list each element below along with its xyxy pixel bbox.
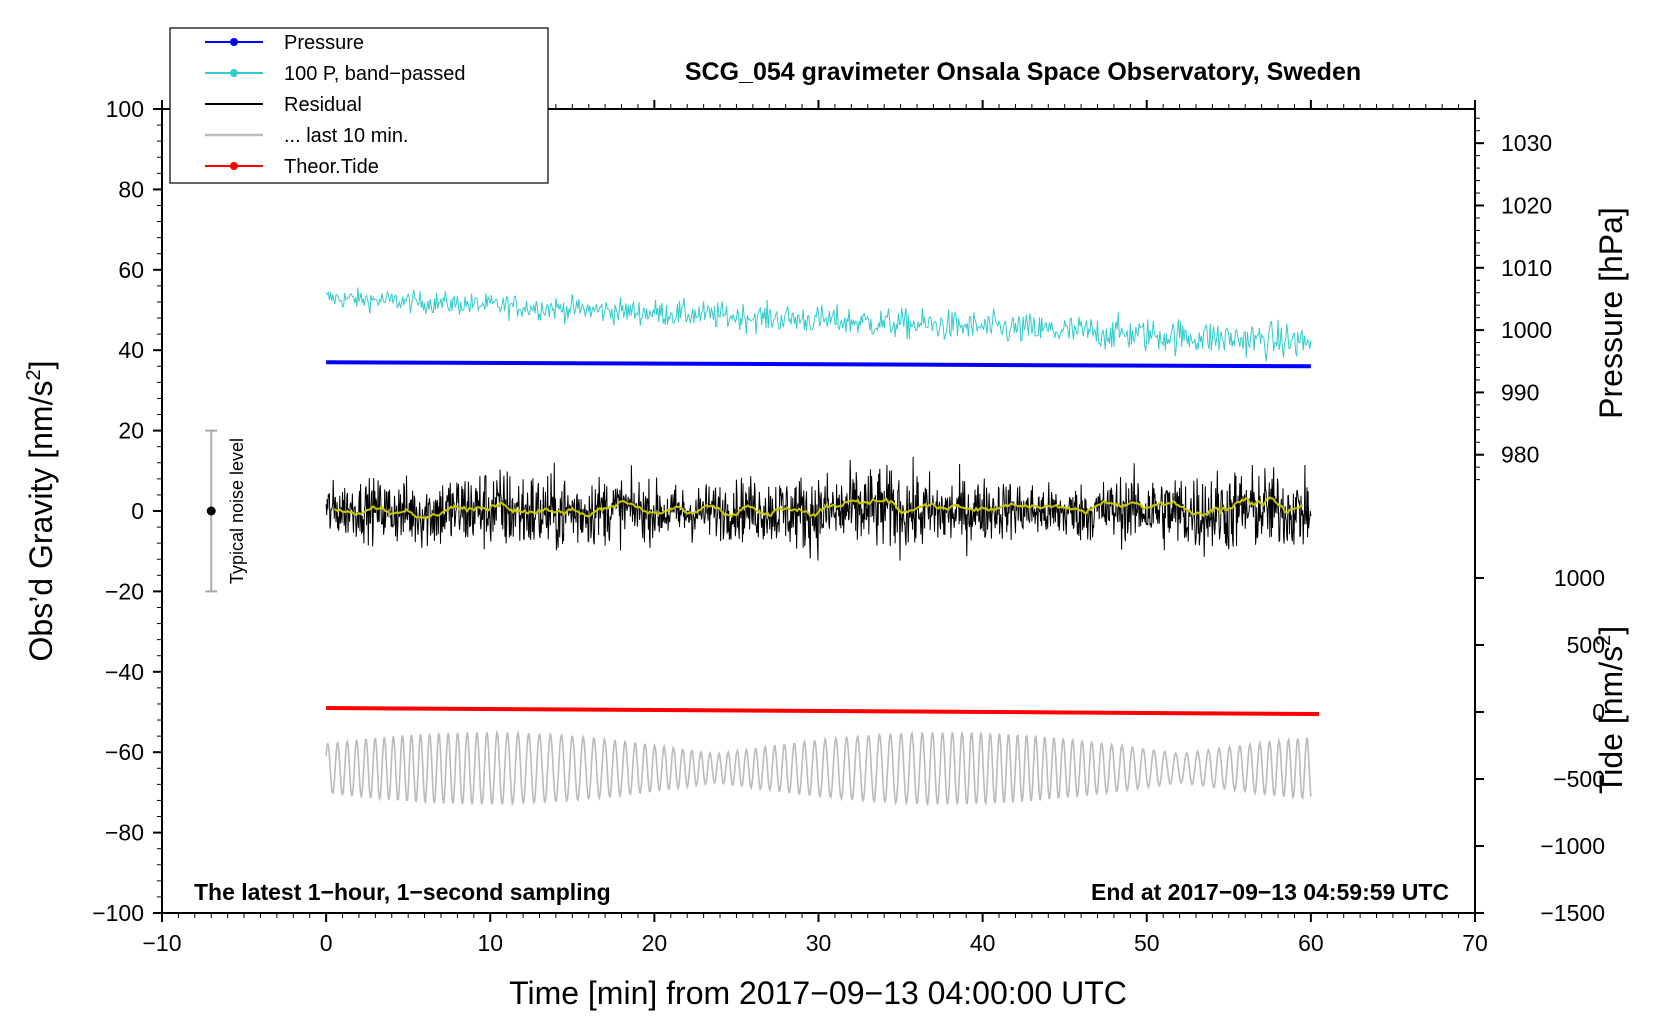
series-pressure: [326, 360, 1311, 369]
legend-label: ... last 10 min.: [284, 125, 409, 147]
x-axis-title: Time [min] from 2017−09−13 04:00:00 UTC: [509, 975, 1127, 1011]
y-axis-title-pressure: Pressure [hPa]: [1593, 207, 1629, 419]
x-tick-label: 70: [1462, 930, 1488, 956]
series-last-10-min: [325, 729, 1312, 807]
y-axis-title-left-close: ]: [23, 361, 59, 370]
tick-label-layer: −10 0 10 20 30 40 50 60 70−100−80−60−40−20020406…: [92, 96, 1605, 956]
chart-title: SCG_054 gravimeter Onsala Space Observat…: [685, 58, 1361, 86]
legend-marker: [230, 162, 238, 170]
note-left: The latest 1−hour, 1−second sampling: [194, 879, 611, 905]
y-tick-label: 40: [118, 337, 144, 363]
tide-tick-label: 500: [1567, 632, 1605, 658]
y-tick-label: 0: [131, 498, 144, 524]
legend-label: Residual: [284, 94, 362, 116]
y-tick-label: −60: [105, 739, 144, 765]
y-axis-title-tide-main: Tide [nm/s: [1593, 646, 1629, 794]
x-tick-label: −10: [142, 930, 181, 956]
y-axis-title-left-sup: 2: [23, 369, 45, 380]
x-tick-label: 50: [1134, 930, 1160, 956]
noise-level-indicator: Typical noise level: [205, 429, 247, 593]
tide-tick-label: −500: [1553, 766, 1605, 792]
tide-tick-label: −1000: [1540, 833, 1605, 859]
x-tick-label: 60: [1298, 930, 1324, 956]
series-bandpassed-pressure: [325, 287, 1312, 362]
legend-marker: [230, 38, 238, 46]
x-tick-label: 40: [970, 930, 996, 956]
y-axis-title-tide-close: ]: [1593, 626, 1629, 635]
x-tick-label: 20: [642, 930, 668, 956]
y-axis-title-tide-sup: 2: [1593, 635, 1615, 646]
tide-tick-label: 0: [1592, 699, 1605, 725]
tide-tick-label: −1500: [1540, 900, 1605, 926]
tide-tick-label: 1000: [1554, 565, 1605, 591]
series-running-mean: [333, 496, 1304, 520]
pressure-tick-label: 1000: [1501, 317, 1552, 343]
y-tick-label: 100: [106, 96, 144, 122]
y-tick-label: −40: [105, 659, 144, 685]
pressure-tick-label: 1020: [1501, 192, 1552, 218]
pressure-tick-label: 1010: [1501, 255, 1552, 281]
legend-label: Pressure: [284, 32, 364, 54]
legend-label: 100 P, band−passed: [284, 63, 465, 85]
legend-box: [169, 27, 549, 184]
y-axis-title-tide: Tide [nm/s2]: [1593, 626, 1629, 794]
series-layer: [325, 287, 1320, 807]
y-tick-label: 80: [118, 176, 144, 202]
y-axis-title-left: Obs’d Gravity [nm/s2]: [23, 361, 59, 662]
y-tick-label: −100: [92, 900, 144, 926]
legend-items: Pressure 100 P, band−passed Residual ... la…: [205, 32, 465, 178]
y-axis-title-left-main: Obs’d Gravity [nm/s: [23, 381, 59, 662]
legend-label: Theor.Tide: [284, 156, 379, 178]
pressure-tick-label: 1030: [1501, 130, 1552, 156]
x-tick-label: 30: [806, 930, 832, 956]
y-tick-label: −20: [105, 578, 144, 604]
y-tick-label: 20: [118, 418, 144, 444]
pressure-tick-label: 980: [1501, 442, 1539, 468]
note-right: End at 2017−09−13 04:59:59 UTC: [1091, 879, 1449, 905]
x-tick-label: 0: [320, 930, 333, 956]
legend: Pressure 100 P, band−passed Residual ... la…: [169, 27, 549, 184]
pressure-tick-label: 990: [1501, 379, 1539, 405]
legend-marker: [230, 69, 238, 77]
noise-bar-dot: [206, 506, 216, 516]
series-residual: [325, 456, 1312, 561]
y-tick-label: −80: [105, 820, 144, 846]
y-tick-label: 60: [118, 257, 144, 283]
noise-bar-label: Typical noise level: [227, 438, 247, 584]
series-theoretical-tide: [326, 705, 1320, 717]
x-tick-label: 10: [477, 930, 503, 956]
